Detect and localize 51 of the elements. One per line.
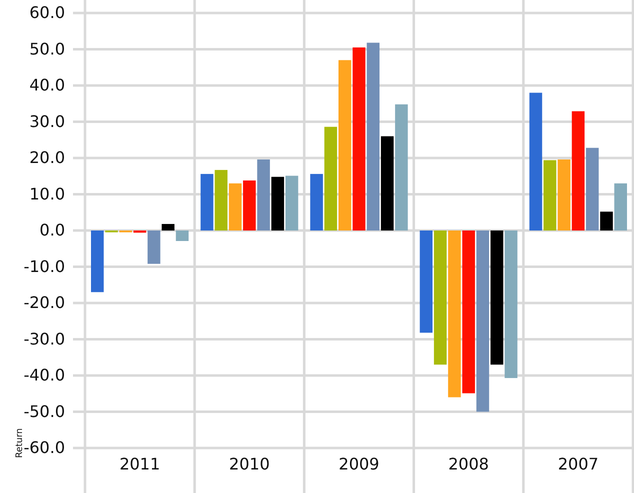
bar <box>529 92 542 230</box>
y-tick-label: 50.0 <box>29 39 65 58</box>
bar <box>310 174 323 230</box>
bar <box>586 148 599 230</box>
bar <box>572 111 585 230</box>
bar <box>148 230 160 264</box>
y-tick-label: -50.0 <box>24 402 65 421</box>
bar <box>600 212 613 230</box>
x-tick-label: 2008 <box>448 454 489 474</box>
bar <box>91 230 104 292</box>
bar <box>558 159 570 230</box>
y-tick-label: -40.0 <box>24 366 65 385</box>
y-tick-label: 30.0 <box>29 112 65 131</box>
bar <box>214 170 228 230</box>
x-tick-label: 2009 <box>338 454 380 474</box>
x-tick-label: 2011 <box>119 454 160 474</box>
bar <box>504 230 518 378</box>
bar <box>338 60 352 230</box>
y-tick-label: 10.0 <box>29 184 65 204</box>
y-tick-label: 60.0 <box>29 3 65 22</box>
bar <box>228 183 242 230</box>
bar <box>324 126 338 230</box>
bar <box>285 176 298 230</box>
bar <box>380 136 394 230</box>
bar <box>243 180 256 230</box>
y-tick-label: -60.0 <box>24 438 65 458</box>
bar <box>200 174 214 230</box>
bar <box>614 183 627 230</box>
bar <box>395 104 408 230</box>
bar <box>366 42 380 230</box>
y-tick-label: 40.0 <box>29 76 65 95</box>
bar <box>257 159 270 230</box>
bar <box>352 47 366 230</box>
bar <box>448 230 461 398</box>
y-tick-label: -30.0 <box>24 329 65 348</box>
y-tick-label: 20.0 <box>29 148 65 168</box>
y-tick-label: 0.0 <box>40 220 65 240</box>
bar <box>162 224 174 230</box>
y-tick-label: -10.0 <box>24 256 65 276</box>
bar <box>420 230 433 333</box>
bar <box>462 230 475 394</box>
y-axis-title: Return <box>15 428 25 458</box>
y-tick-label: -20.0 <box>24 293 65 312</box>
x-tick-label: 2007 <box>558 454 599 474</box>
bar <box>544 160 556 230</box>
x-tick-label: 2010 <box>229 454 270 474</box>
bar <box>271 176 284 230</box>
bar <box>490 230 504 365</box>
bar <box>476 230 490 412</box>
bar <box>176 230 189 242</box>
bar <box>434 230 447 365</box>
